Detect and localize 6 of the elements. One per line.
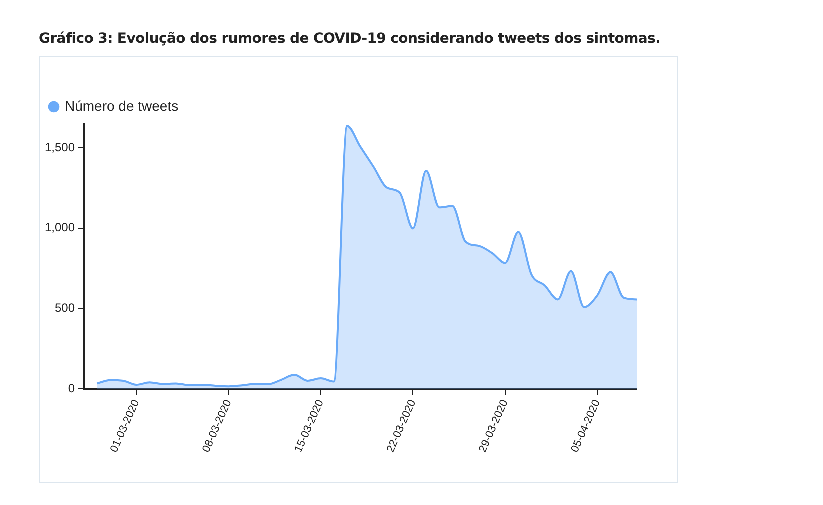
- y-tick-label: 1,000: [44, 220, 76, 235]
- y-tick-label: 1,500: [44, 140, 76, 154]
- y-tick-label: 0: [68, 381, 76, 396]
- legend-label: Número de tweets: [65, 98, 179, 114]
- chart-title: Gráfico 3: Evolução dos rumores de COVID-19 considerando tweets dos sintomas.: [39, 31, 661, 47]
- y-tick-label: 500: [54, 301, 76, 316]
